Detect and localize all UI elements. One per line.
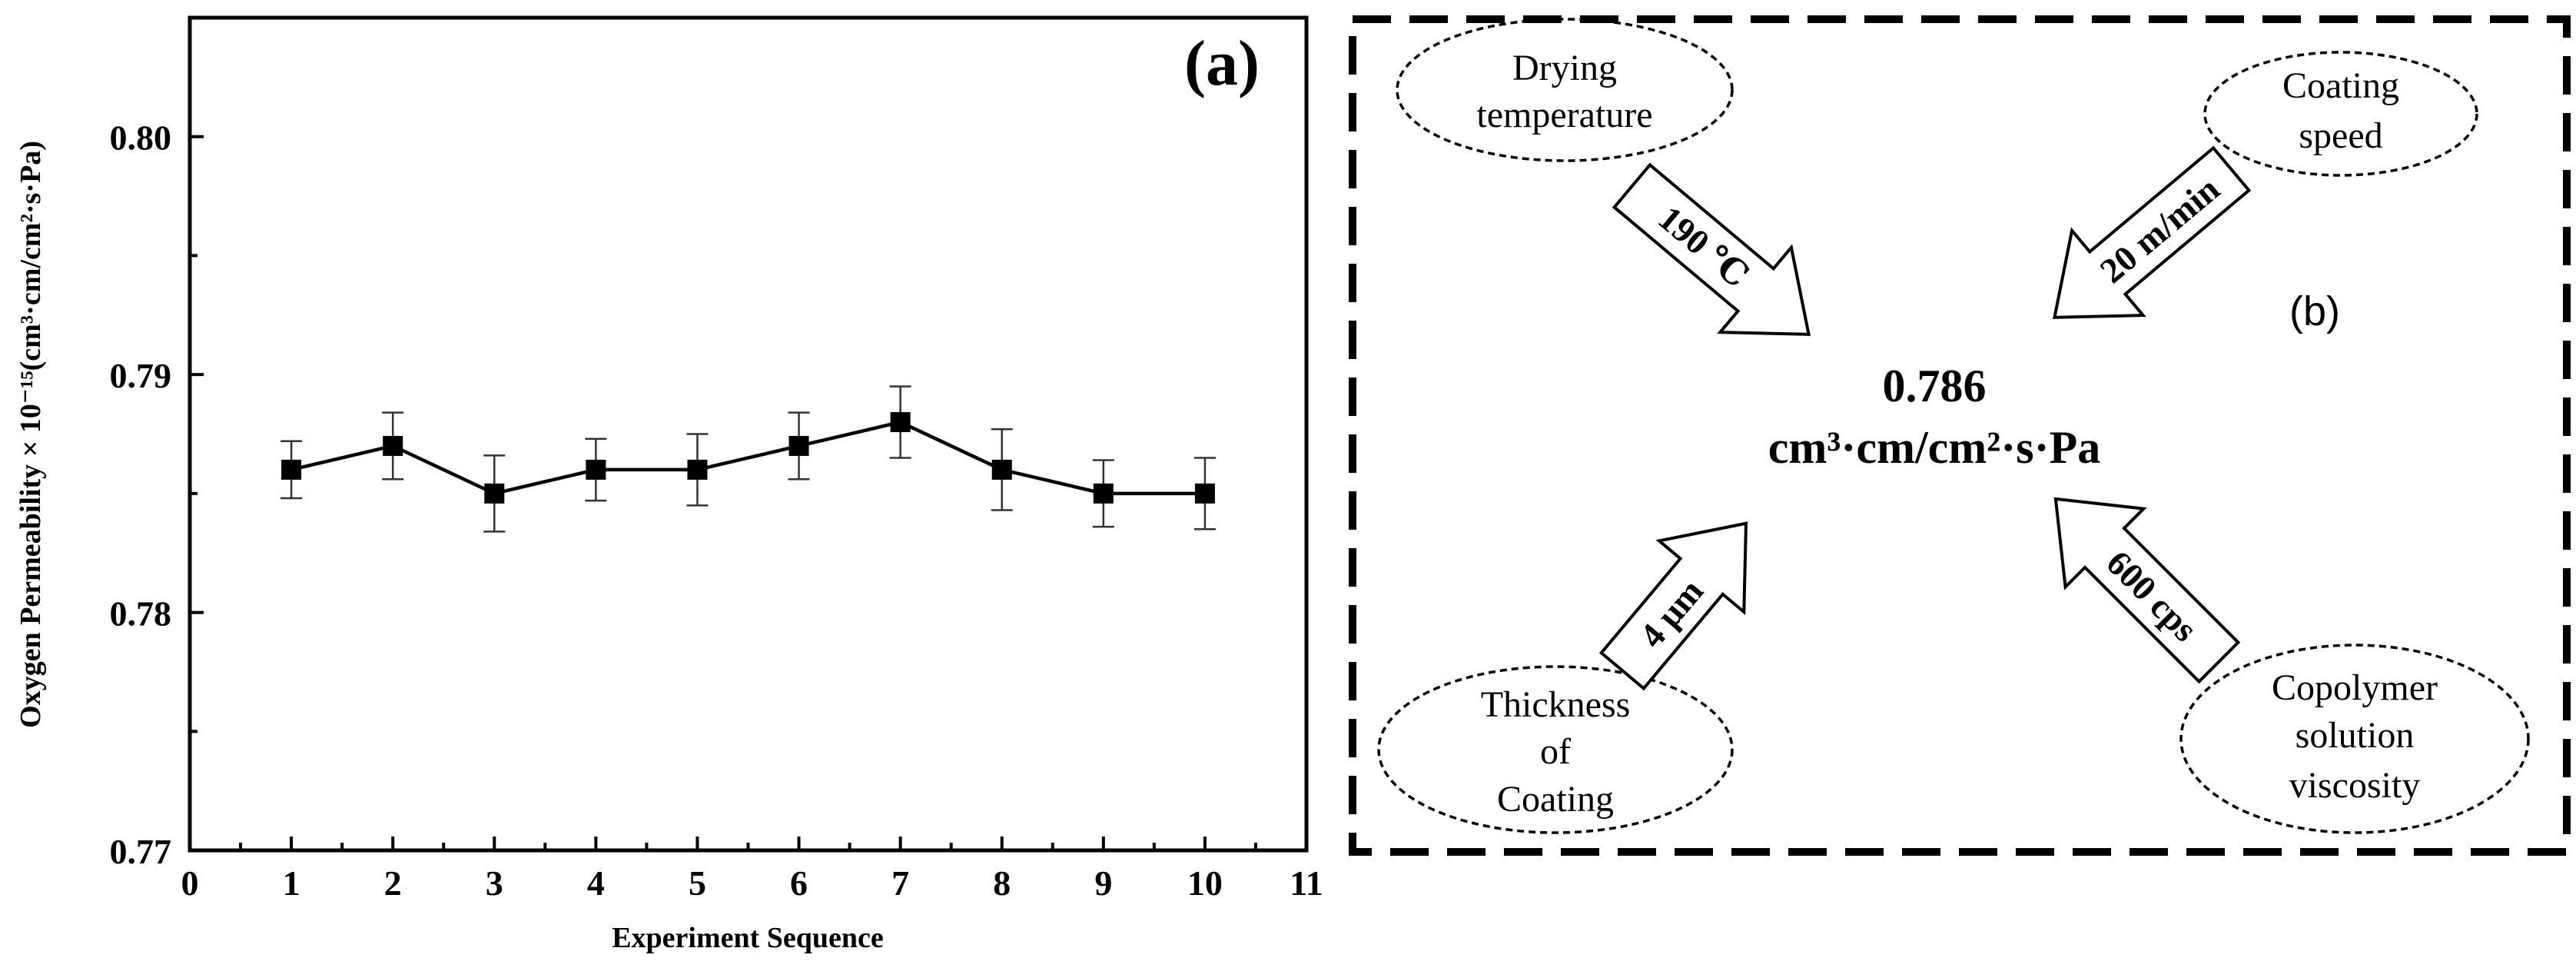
drying-line-2: temperature — [1476, 95, 1652, 135]
thickness-line-2: of — [1540, 731, 1571, 772]
center-value: 0.786 — [1883, 361, 1987, 411]
speed-line-2: speed — [2299, 115, 2382, 156]
panel-b-label: (b) — [2289, 288, 2340, 334]
data-point — [383, 435, 403, 456]
viscosity-arrow: 600 cps — [2053, 497, 2241, 684]
panel-a-chart: 0.77 0.78 0.79 0.80 0 1 2 3 4 5 6 7 8 9 10 11 (a) Expe… — [15, 15, 1323, 954]
thickness-ellipse — [1377, 665, 1734, 834]
x-tick-label: 8 — [993, 863, 1011, 903]
drying-temperature-ellipse — [1396, 18, 1734, 162]
panel-b-diagram: (b) 0.786 cm³·cm/cm²·s·Pa Drying tempera… — [1349, 15, 2571, 856]
x-axis-ticks: 0 1 2 3 4 5 6 7 8 9 10 11 — [181, 837, 1323, 903]
x-tick-label: 3 — [486, 863, 503, 903]
data-point — [687, 459, 708, 480]
x-tick-label: 11 — [1290, 863, 1323, 903]
x-tick-label: 6 — [790, 863, 808, 903]
x-tick-label: 0 — [181, 863, 199, 903]
y-tick-label: 0.78 — [110, 594, 172, 634]
drying-line-1: Drying — [1512, 48, 1617, 88]
speed-line-1: Coating — [2282, 65, 2399, 106]
y-axis-title: Oxygen Permeability × 10⁻¹⁵(cm³·cm/cm²·s… — [15, 141, 47, 728]
x-tick-label: 2 — [384, 863, 402, 903]
y-axis-ticks: 0.77 0.78 0.79 0.80 — [110, 118, 204, 871]
x-tick-label: 10 — [1187, 863, 1223, 903]
data-point — [1093, 483, 1114, 504]
center-unit: cm³·cm/cm²·s·Pa — [1768, 422, 2101, 473]
x-tick-label: 7 — [891, 863, 909, 903]
y-tick-label: 0.80 — [110, 118, 172, 158]
drying-arrow: 190 ℃ — [1612, 162, 1811, 336]
thickness-line-3: Coating — [1497, 779, 1614, 820]
data-point — [281, 459, 302, 480]
coating-speed-ellipse — [2203, 51, 2478, 177]
viscosity-ellipse — [2179, 644, 2530, 834]
y-tick-label: 0.77 — [110, 832, 172, 871]
viscosity-line-1: Copolymer — [2272, 667, 2438, 708]
x-tick-label: 4 — [587, 863, 605, 903]
data-point — [484, 483, 505, 504]
data-point — [890, 412, 911, 433]
series-line — [290, 420, 1205, 496]
thickness-line-1: Thickness — [1481, 684, 1631, 725]
viscosity-line-2: solution — [2295, 715, 2415, 756]
speed-arrow: 20 m/min — [2052, 145, 2252, 319]
x-axis-title: Experiment Sequence — [612, 922, 884, 954]
panel-a-label: (a) — [1184, 28, 1260, 99]
diagram-dashed-frame — [1349, 15, 2571, 856]
data-point — [991, 459, 1012, 480]
data-point — [1194, 483, 1215, 504]
x-tick-label: 9 — [1094, 863, 1112, 903]
plot-frame — [188, 15, 1309, 853]
thickness-arrow: 4 μm — [1598, 521, 1748, 691]
data-point — [788, 435, 809, 456]
series-layer — [281, 385, 1216, 533]
y-tick-label: 0.79 — [110, 356, 172, 395]
viscosity-line-3: viscosity — [2289, 765, 2421, 806]
speed-arrow-label: 20 m/min — [2093, 169, 2227, 291]
data-point — [586, 459, 606, 480]
x-tick-label: 1 — [283, 863, 300, 903]
x-tick-label: 5 — [689, 863, 706, 903]
